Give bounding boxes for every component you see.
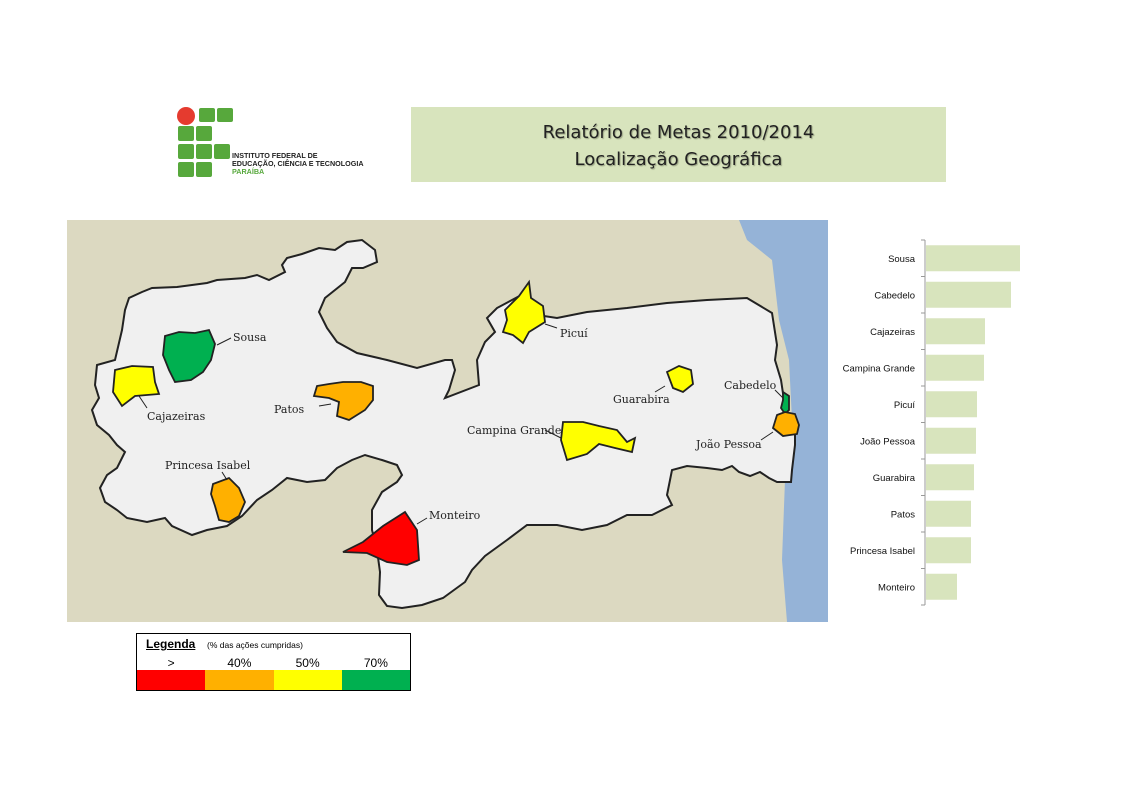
city-shapes (112, 279, 800, 566)
chart-bar (926, 354, 984, 381)
chart-category-label: Cabedelo (874, 290, 915, 301)
logo-line-2: EDUCAÇÃO, CIÊNCIA E TECNOLOGIA (232, 159, 364, 168)
city-shape-monteiro[interactable] (342, 510, 420, 566)
legend-subtitle: (% das ações cumpridas) (207, 640, 303, 650)
chart-category-label: Monteiro (878, 582, 915, 593)
map-label-cajazeiras: Cajazeiras (147, 410, 206, 423)
map-label-princesa-isabel: Princesa Isabel (165, 459, 251, 472)
logo-line-3: PARAÍBA (232, 167, 265, 176)
ifpb-logo-mark (177, 107, 233, 177)
legend-swatch-green (341, 670, 410, 690)
map-label-picui: Picuí (560, 327, 588, 340)
chart-category-label: João Pessoa (860, 436, 916, 447)
map-label-guarabira: Guarabira (613, 393, 670, 406)
atlantic-ocean (739, 220, 828, 622)
city-shape-guarabira[interactable] (665, 365, 694, 394)
city-shape-sousa[interactable] (162, 328, 216, 383)
legend-label-3: 50% (295, 656, 320, 670)
chart-category-label: Patos (891, 509, 916, 520)
chart-bar (926, 500, 971, 527)
legend-swatch-red (137, 670, 206, 690)
report-title-box: Relatório de Metas 2010/2014 Localização… (411, 107, 946, 182)
state-boundary (90, 238, 796, 610)
chart-bar (926, 464, 974, 491)
city-shape-princesa-isabel[interactable] (210, 476, 246, 523)
city-labels: Sousa Cajazeiras Patos Princesa Isabel M… (147, 327, 777, 522)
map-label-joao-pessoa: João Pessoa (695, 438, 762, 451)
city-shape-cabedelo[interactable] (780, 390, 790, 416)
city-label-leaders (138, 323, 784, 525)
report-title: Relatório de Metas 2010/2014 (542, 122, 815, 143)
paraiba-map: Sousa Cajazeiras Patos Princesa Isabel M… (67, 220, 828, 622)
map-label-patos: Patos (274, 403, 305, 416)
chart-category-label: Campina Grande (843, 363, 915, 374)
map-label-sousa: Sousa (233, 331, 267, 344)
legend-swatch-orange (205, 670, 274, 690)
logo-line-1: INSTITUTO FEDERAL DE (232, 151, 318, 160)
legend-labels: > 40% 50% 70% (137, 656, 410, 670)
city-shape-picui[interactable] (501, 279, 546, 345)
map-label-campina-grande: Campina Grande (467, 424, 561, 437)
chart-bar (926, 281, 1011, 308)
city-shape-cajazeiras[interactable] (112, 365, 161, 408)
logo-green-squares (178, 108, 233, 177)
chart-bar (926, 245, 1020, 272)
legend-title: Legenda (146, 637, 196, 651)
chart-category-label: Princesa Isabel (850, 546, 915, 557)
chart-bar (926, 573, 957, 600)
chart-category-label: Sousa (888, 254, 916, 265)
chart-bar (926, 318, 985, 345)
legend-label-2: 40% (227, 656, 252, 670)
ranking-bar-chart: Sousa Cabedelo Cajazeiras Campina Grande Pic… (834, 236, 1034, 606)
logo-red-circle (177, 107, 195, 125)
city-shape-patos[interactable] (312, 381, 374, 421)
legend-label-4: 70% (363, 656, 388, 670)
legend-swatch-yellow (273, 670, 342, 690)
chart-category-label: Picuí (894, 400, 915, 411)
legend-label-1: > (167, 656, 175, 670)
chart-bar (926, 427, 976, 454)
chart-bar (926, 537, 971, 564)
chart-bar (926, 391, 977, 418)
logo-text: INSTITUTO FEDERAL DE EDUCAÇÃO, CIÊNCIA E… (232, 152, 364, 176)
city-shape-campina-grande[interactable] (560, 421, 637, 462)
ifpb-logo: INSTITUTO FEDERAL DE EDUCAÇÃO, CIÊNCIA E… (176, 106, 376, 182)
chart-category-label: Cajazeiras (870, 327, 915, 338)
legend-swatches (137, 670, 410, 690)
chart-category-label: Guarabira (873, 473, 916, 484)
city-shape-joao-pessoa[interactable] (771, 411, 800, 437)
map-canvas: Sousa Cajazeiras Patos Princesa Isabel M… (67, 220, 828, 622)
map-label-monteiro: Monteiro (429, 509, 481, 522)
report-subtitle: Localização Geográfica (574, 149, 783, 170)
map-legend: Legenda (% das ações cumpridas) > 40% 50… (136, 633, 411, 691)
map-label-cabedelo: Cabedelo (724, 379, 777, 392)
ranking-chart-svg: Sousa Cabedelo Cajazeiras Campina Grande Pic… (843, 239, 1020, 606)
